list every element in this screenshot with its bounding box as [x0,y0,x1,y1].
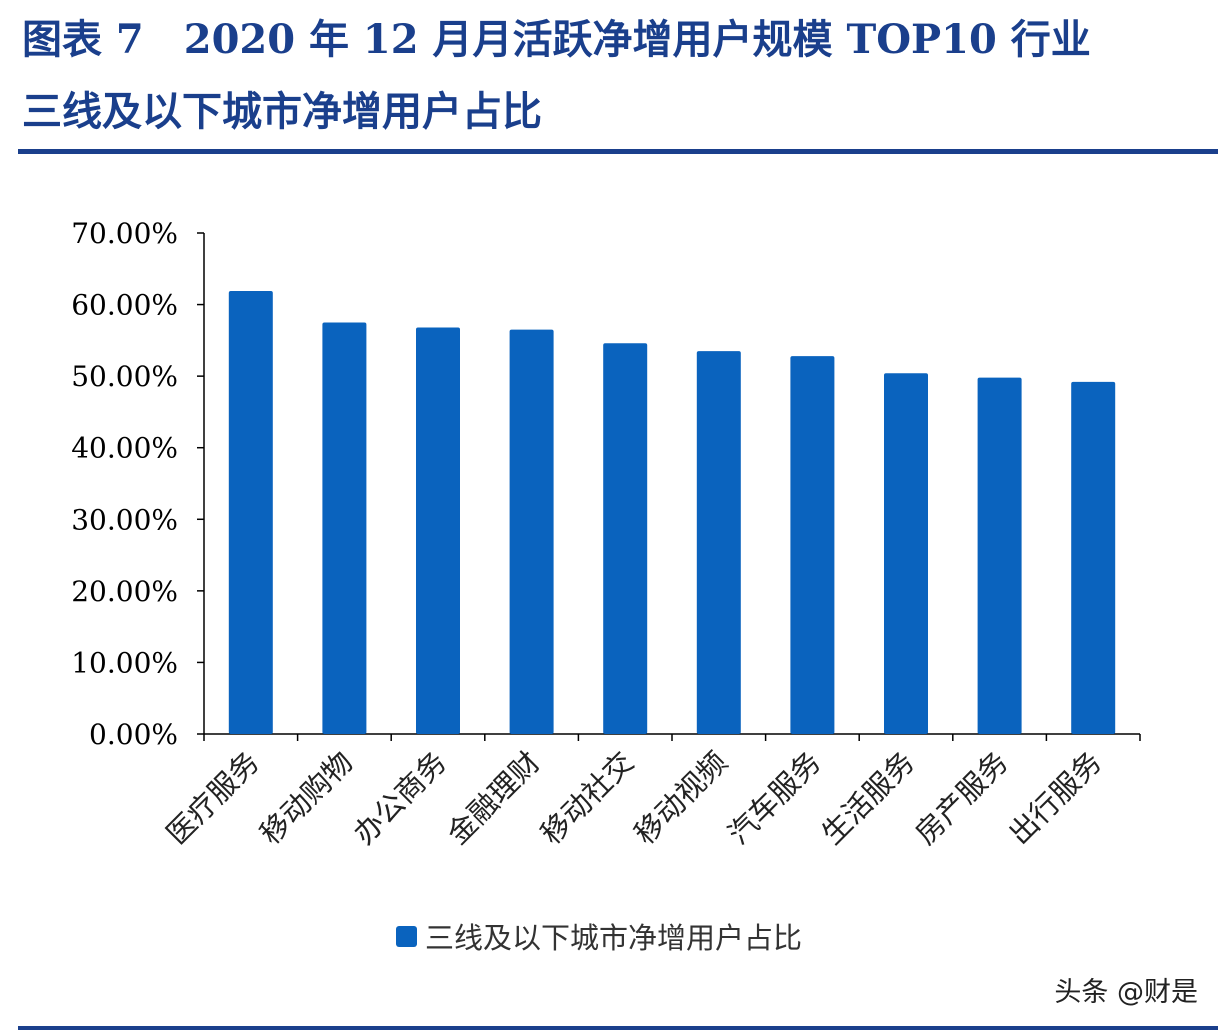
y-axis: 0.00% 10.00% 20.00% 30.00% 40.00% 50.00% 60.00… [71,217,205,751]
legend-label: 三线及以下城市净增用户占比 [425,921,803,955]
bar [884,373,928,734]
y-tick-label: 30.00% [71,503,178,536]
legend-swatch [396,925,417,947]
watermark: 头条 @财是 [1054,977,1198,1008]
y-tick-label: 20.00% [71,575,178,608]
x-tick-label: 金融理财 [440,745,546,851]
title-divider [18,149,1218,154]
y-tick-label: 60.00% [71,289,178,322]
x-tick-label: 办公商务 [347,745,453,851]
bar [416,327,460,734]
bar-series [228,290,1116,734]
y-tick-label: 10.00% [71,646,178,679]
bar [509,329,554,734]
y-tick-label: 0.00% [89,718,178,751]
bar [790,356,835,734]
chart-title-line-2: 三线及以下城市净增用户占比 [22,88,542,135]
bottom-divider [18,1026,1218,1030]
bar [603,343,648,734]
x-tick-label: 移动社交 [534,745,640,851]
bar [322,322,367,734]
x-axis [203,733,1141,741]
y-tick-label: 40.00% [71,432,178,465]
x-tick-label: 移动视频 [628,745,734,851]
chart-legend: 三线及以下城市净增用户占比 [396,914,802,958]
y-tick-label: 50.00% [71,360,178,393]
y-tick-label: 70.00% [71,217,178,250]
x-tick-label: 医疗服务 [160,745,266,851]
x-tick-label: 移动购物 [253,745,359,851]
bar [1071,381,1116,734]
bar [696,351,741,734]
x-tick-label: 出行服务 [1002,745,1108,851]
bar [977,377,1022,734]
x-tick-label: 生活服务 [815,745,921,851]
x-tick-label: 房产服务 [908,745,1014,851]
x-tick-label: 汽车服务 [721,745,827,851]
bar [228,290,273,734]
chart-title-line-1: 图表 7 2020 年 12 月月活跃净增用户规模 TOP10 行业 [22,16,1091,63]
